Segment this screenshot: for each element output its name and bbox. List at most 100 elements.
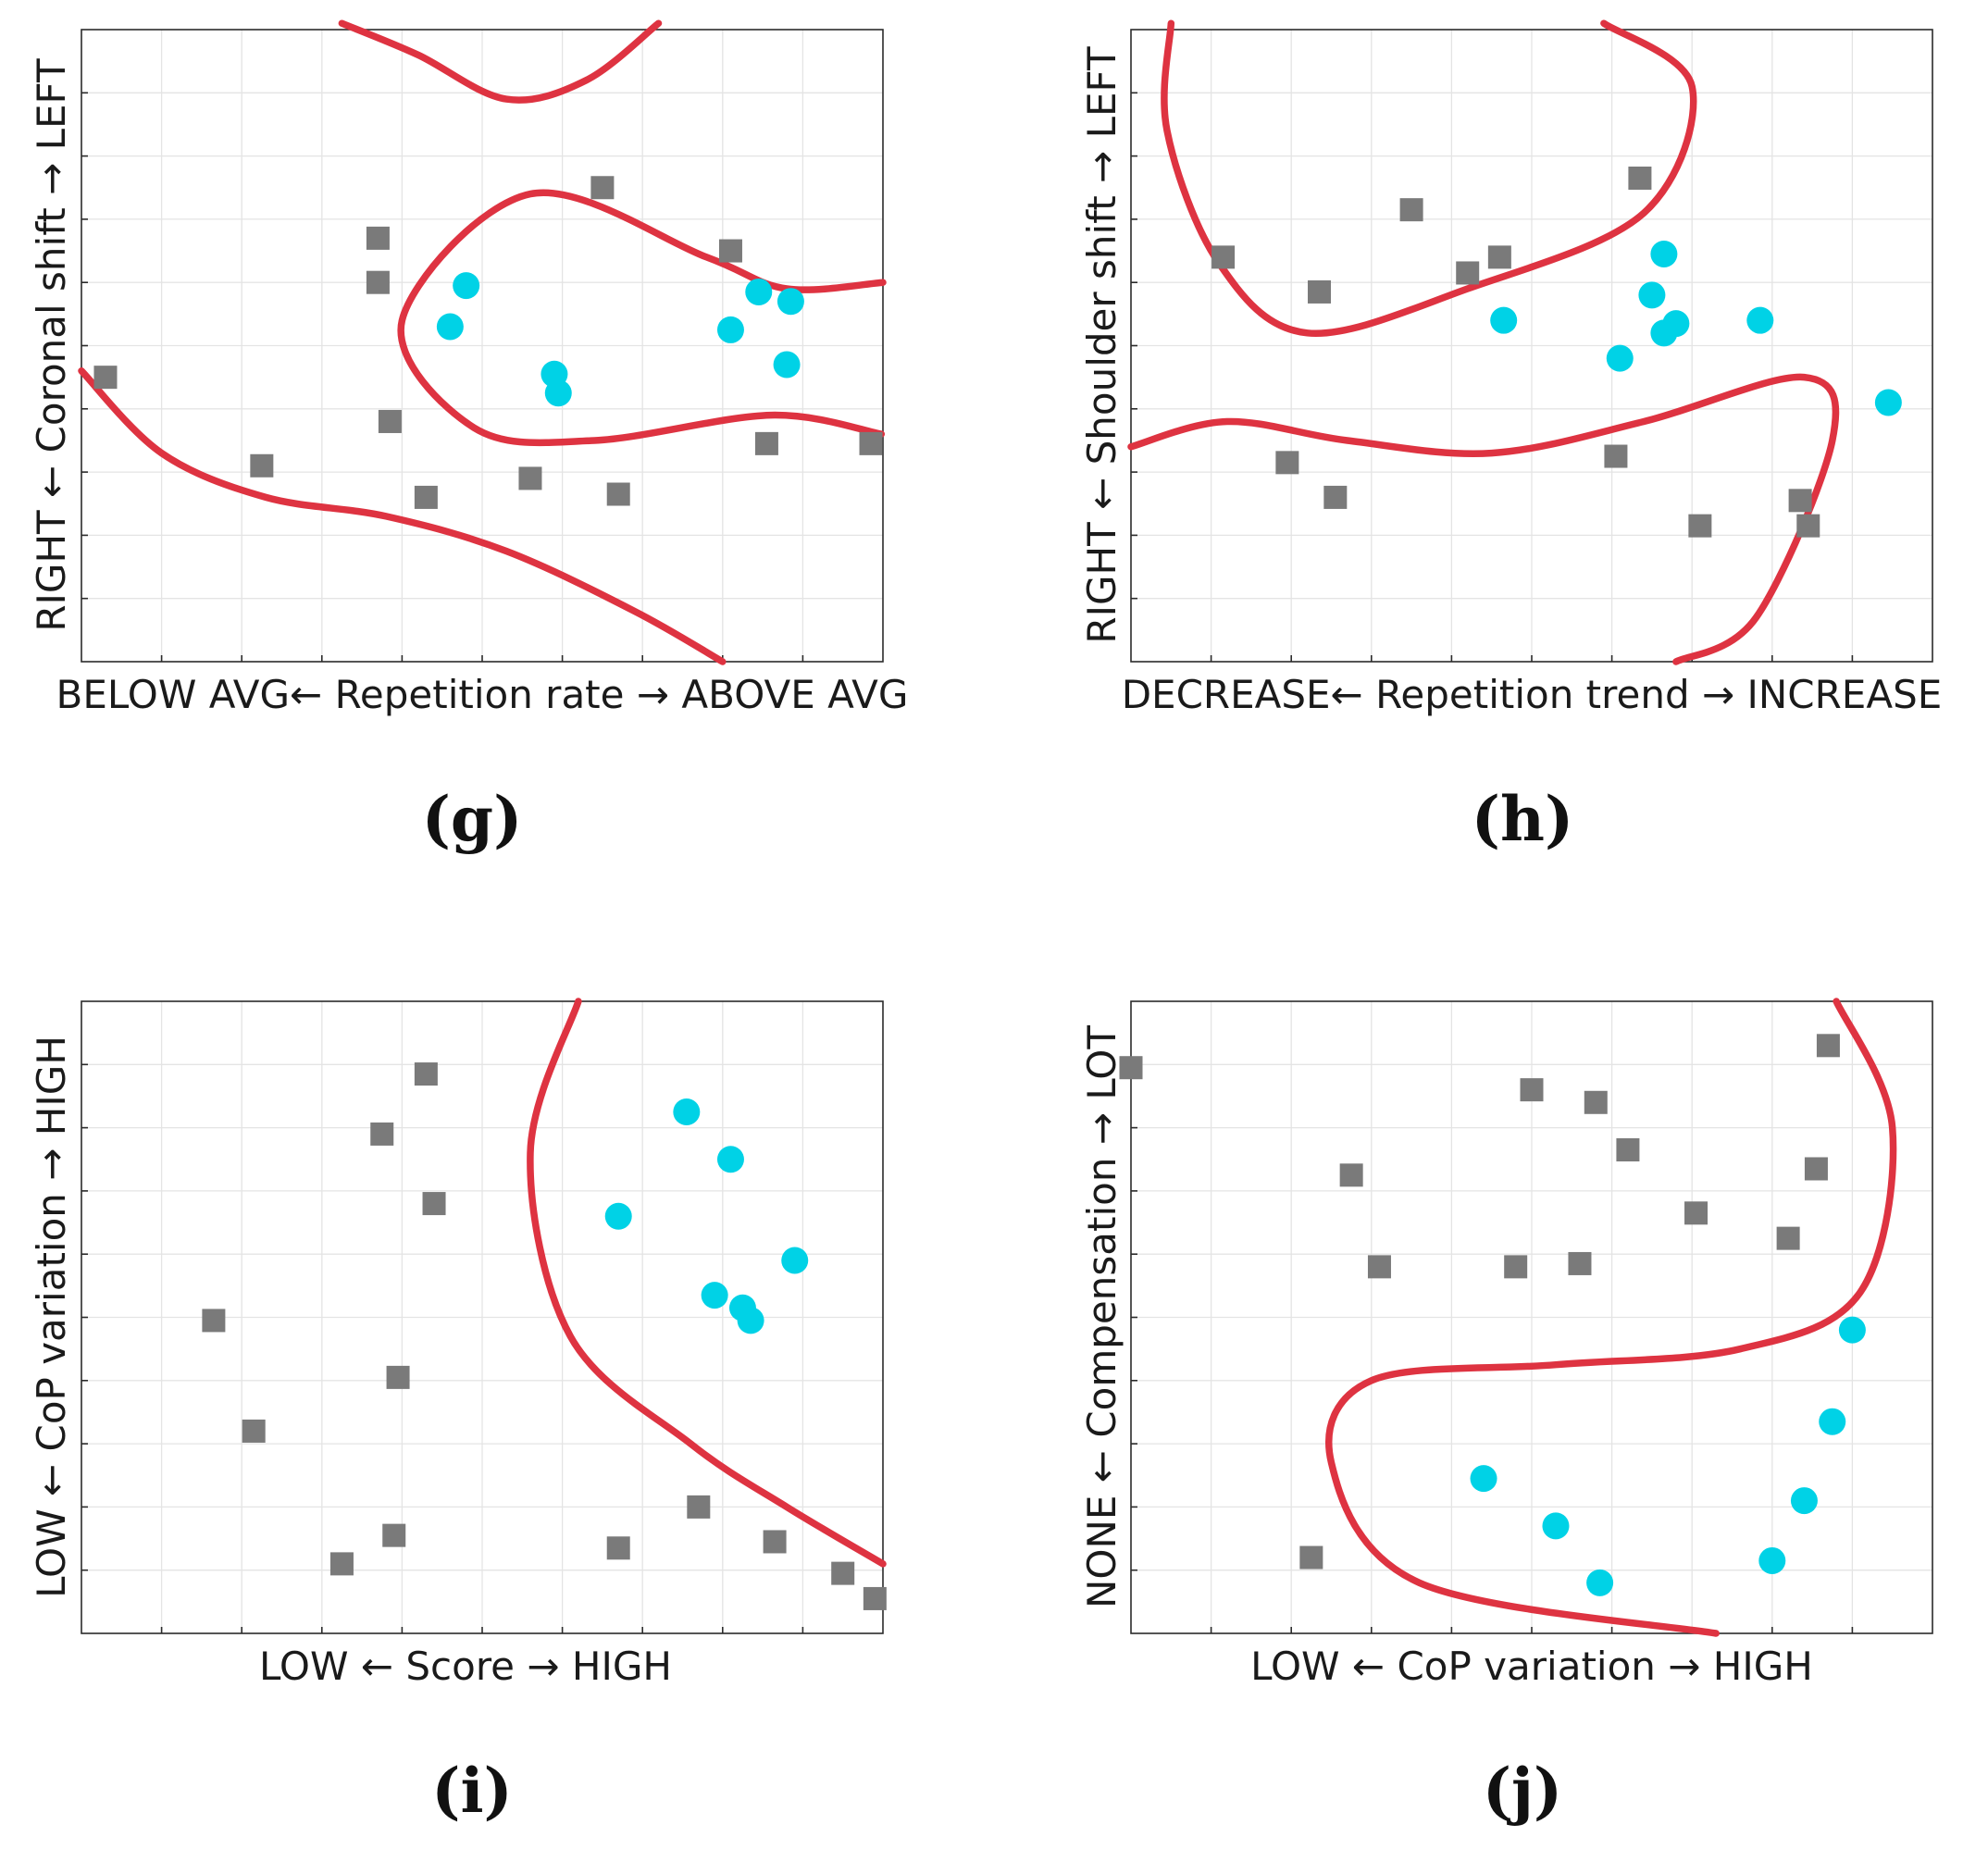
x-axis-label-g: BELOW AVG← Repetition rate → ABOVE AVG (56, 672, 909, 717)
boundary-layer-h (1127, 19, 1840, 665)
chart-panel-i: LOW ← Score → HIGH LOW ← CoP variation →… (29, 998, 887, 1827)
data-point-square (1308, 279, 1332, 304)
grid-g (81, 30, 883, 662)
data-point-square (1684, 1201, 1708, 1225)
data-point-circle (1650, 240, 1678, 267)
data-point-circle (701, 1282, 728, 1309)
ticks-h (1131, 92, 1854, 662)
data-point-circle (673, 1098, 701, 1126)
data-point-square (1604, 444, 1628, 468)
data-point-square (414, 1062, 438, 1086)
data-point-circle (604, 1202, 632, 1230)
ticks-g (81, 92, 804, 662)
data-point-square (606, 482, 630, 506)
data-point-square (382, 1523, 406, 1547)
chart-panel-j: LOW ← CoP variation → HIGH NONE ← Compen… (1079, 998, 1933, 1827)
decision-boundary-2 (78, 367, 727, 665)
marker-layer-h (1211, 167, 1902, 538)
decision-boundary-1 (527, 998, 887, 1568)
data-point-square (202, 1309, 226, 1333)
y-axis-label-g: RIGHT ← Coronal shift → LEFT (29, 58, 74, 632)
y-axis-label-j: NONE ← Compensation → LOT (1079, 1025, 1124, 1608)
data-point-square (329, 1552, 354, 1576)
data-point-square (1816, 1034, 1840, 1058)
marker-layer-j (1119, 1034, 1866, 1596)
data-point-square (687, 1495, 711, 1519)
y-axis-label-h: RIGHT ← Shoulder shift → LEFT (1079, 46, 1124, 644)
data-point-square (1487, 245, 1511, 269)
ticks-i (81, 1063, 804, 1633)
panel-label-i: (i) (431, 1755, 513, 1827)
data-point-square (370, 1122, 394, 1146)
data-point-square (1323, 485, 1348, 509)
data-point-circle (777, 288, 804, 316)
data-point-circle (1838, 1316, 1866, 1344)
data-point-square (718, 239, 742, 263)
data-point-square (1119, 1056, 1143, 1080)
data-point-square (1628, 167, 1652, 191)
data-point-circle (453, 272, 480, 300)
data-point-square (1367, 1255, 1391, 1279)
x-axis-label-j: LOW ← CoP variation → HIGH (1250, 1644, 1813, 1689)
data-point-square (754, 431, 778, 455)
data-point-square (1776, 1226, 1800, 1250)
data-point-square (242, 1419, 266, 1443)
data-point-square (1456, 261, 1480, 285)
data-point-square (606, 1536, 630, 1560)
data-point-square (859, 431, 883, 455)
grid-i (81, 1001, 883, 1633)
decision-boundary-1 (1325, 998, 1897, 1637)
data-point-circle (781, 1247, 809, 1274)
data-point-square (1788, 489, 1812, 513)
chart-panel-g: BELOW AVG← Repetition rate → ABOVE AVG R… (29, 19, 909, 855)
panel-label-h: (h) (1472, 783, 1573, 855)
data-point-circle (1542, 1512, 1570, 1540)
data-point-circle (737, 1307, 764, 1334)
data-point-square (1688, 514, 1712, 538)
x-axis-label-h: DECREASE← Repetition trend → INCREASE (1122, 672, 1943, 717)
grid-j (1131, 1001, 1932, 1633)
boundary-layer-i (527, 998, 887, 1568)
data-point-square (518, 466, 542, 490)
data-point-circle (1662, 310, 1690, 338)
data-point-square (1616, 1138, 1640, 1162)
decision-boundary-1 (1161, 19, 1697, 338)
data-point-square (863, 1586, 887, 1610)
data-point-circle (1490, 306, 1518, 334)
data-point-square (250, 453, 274, 478)
data-point-square (366, 226, 390, 250)
data-point-circle (773, 351, 801, 378)
data-point-square (422, 1192, 446, 1216)
boundary-layer-j (1325, 998, 1897, 1637)
panel-label-j: (j) (1483, 1755, 1562, 1827)
data-point-square (1796, 514, 1820, 538)
data-point-circle (1586, 1569, 1614, 1596)
data-point-square (763, 1530, 787, 1554)
data-point-circle (1874, 389, 1902, 416)
x-axis-label-i: LOW ← Score → HIGH (259, 1644, 672, 1689)
data-point-square (366, 270, 390, 294)
data-point-circle (1790, 1487, 1818, 1515)
data-point-circle (716, 1146, 744, 1173)
decision-boundary-2 (1127, 373, 1840, 665)
chart-panel-h: DECREASE← Repetition trend → INCREASE RI… (1079, 19, 1943, 855)
data-point-circle (1746, 306, 1774, 334)
data-point-circle (544, 379, 572, 407)
data-point-circle (1470, 1465, 1497, 1493)
data-point-circle (436, 313, 464, 341)
data-point-square (378, 409, 402, 433)
data-point-square (1339, 1163, 1363, 1187)
data-point-square (1504, 1255, 1528, 1279)
marker-layer-i (202, 1062, 887, 1610)
data-point-square (93, 366, 118, 390)
data-point-square (386, 1365, 410, 1389)
data-point-square (1299, 1545, 1323, 1570)
y-axis-label-i: LOW ← CoP variation → HIGH (29, 1036, 74, 1598)
boundary-layer-g (78, 19, 887, 665)
data-point-circle (1606, 344, 1634, 372)
data-point-square (831, 1561, 855, 1585)
data-point-circle (1819, 1408, 1846, 1435)
data-point-square (1804, 1157, 1828, 1181)
data-point-circle (716, 316, 744, 343)
